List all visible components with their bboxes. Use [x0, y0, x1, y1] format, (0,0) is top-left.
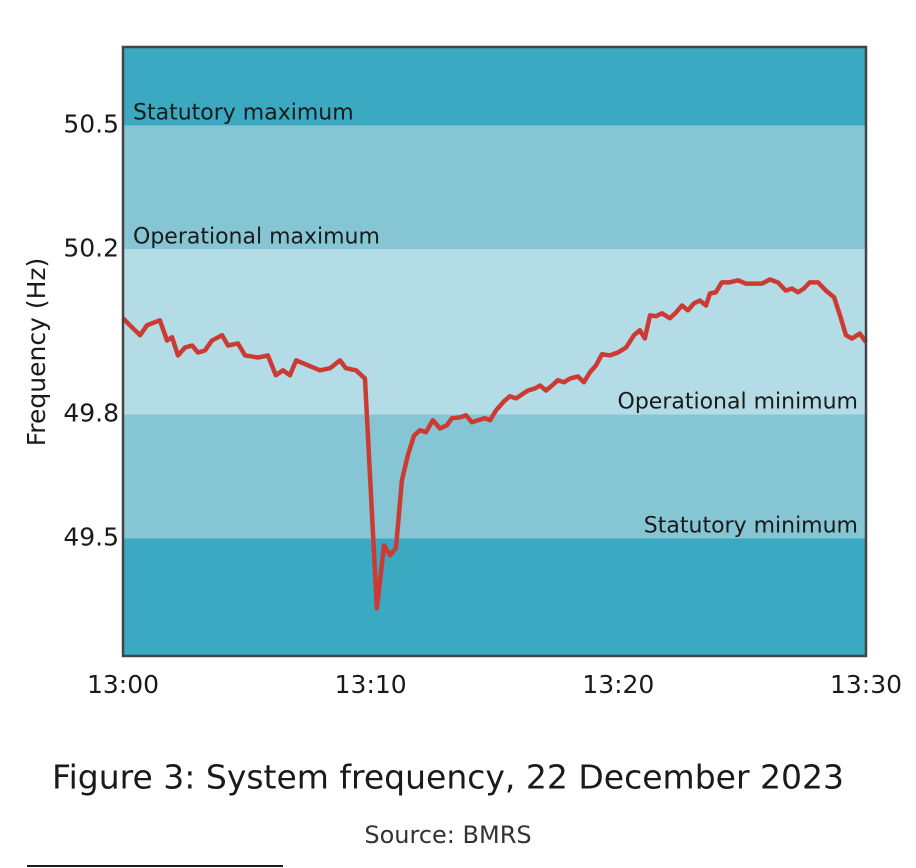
band — [123, 47, 866, 126]
x-tick-label: 13:20 — [582, 670, 654, 699]
limit-label: Statutory maximum — [133, 100, 354, 125]
limit-label: Statutory minimum — [644, 513, 858, 538]
y-tick-label: 49.5 — [63, 522, 119, 551]
y-tick-label: 49.8 — [63, 398, 119, 427]
chart-title: Figure 3: System frequency, 22 December … — [52, 758, 844, 797]
x-tick-label: 13:00 — [87, 670, 159, 699]
source: Source: BMRS — [364, 821, 531, 849]
band — [123, 414, 866, 539]
y-axis-label: Frequency (Hz) — [22, 258, 51, 447]
y-tick-label: 50.5 — [63, 109, 119, 138]
band — [123, 249, 866, 415]
limit-label: Operational maximum — [133, 224, 380, 249]
band — [123, 538, 866, 656]
limit-label: Operational minimum — [618, 389, 858, 414]
plot-area — [121, 45, 868, 658]
x-tick-label: 13:30 — [830, 670, 902, 699]
y-tick-label: 50.2 — [63, 233, 119, 262]
band — [123, 125, 866, 250]
plot-border — [121, 45, 868, 658]
x-tick-label: 13:10 — [335, 670, 407, 699]
frequency-line — [121, 277, 868, 611]
